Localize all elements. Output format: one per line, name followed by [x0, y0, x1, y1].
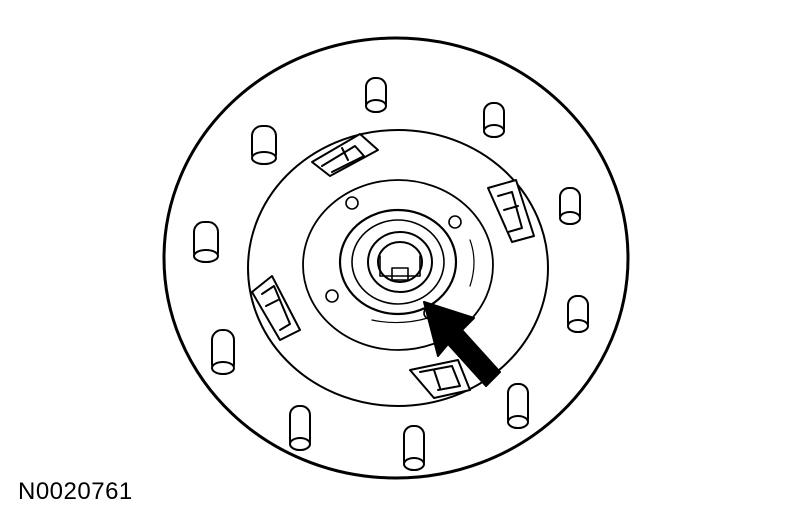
dowel-pin-8: [211, 329, 235, 375]
hub-ring-outer: [302, 179, 494, 351]
outer-disc: [162, 36, 630, 480]
dowel-pin-6: [403, 425, 425, 471]
hub-ring-mid: [338, 208, 458, 316]
hub-hole-2: [448, 215, 462, 229]
dowel-pin-5: [507, 383, 529, 429]
shaft-end: [377, 241, 423, 283]
hub-hole-3: [325, 289, 339, 303]
clip-right: [487, 179, 535, 243]
clip-left: [251, 275, 301, 341]
hub-ring-inner: [351, 219, 445, 305]
dowel-pin-7: [289, 405, 311, 451]
shaft-keyway: [379, 255, 421, 277]
dowel-pin-4: [567, 295, 589, 333]
shaft-slot: [391, 267, 409, 281]
inner-ring: [247, 129, 549, 407]
indicator-arrow: [423, 301, 501, 387]
figure-id-label: N0020761: [18, 478, 133, 505]
dowel-pin-10: [251, 125, 277, 165]
hub-hatch-2: [469, 239, 475, 287]
hub-hole-1: [345, 196, 359, 210]
hub-ring-bore: [367, 231, 433, 293]
hub-hatch: [371, 317, 429, 324]
clip-top: [311, 133, 379, 177]
dowel-pin-2: [483, 102, 505, 138]
clip-bottom: [409, 359, 471, 399]
dowel-pin-3: [559, 187, 581, 225]
dowel-pin-9: [193, 221, 219, 263]
dowel-pin-1: [365, 77, 387, 113]
